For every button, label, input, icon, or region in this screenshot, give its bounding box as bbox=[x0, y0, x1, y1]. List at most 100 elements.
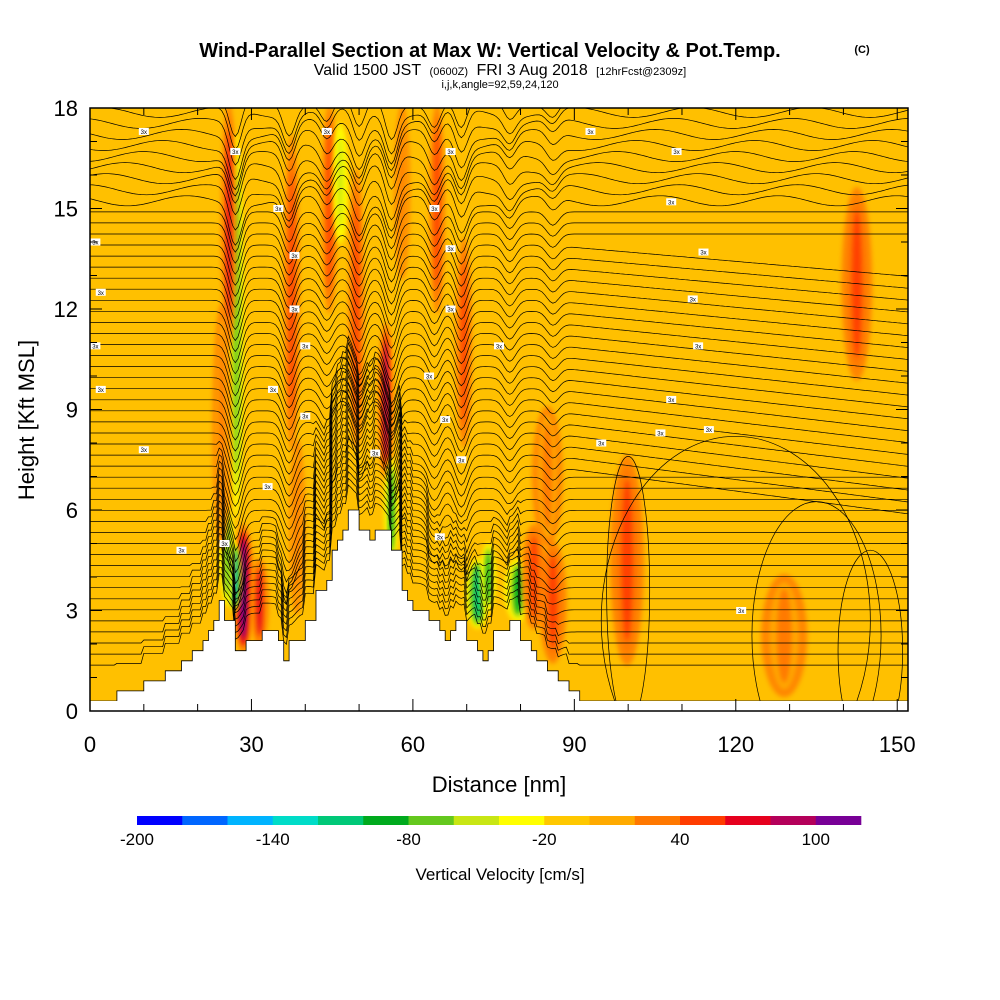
contour-label-bg bbox=[424, 372, 435, 380]
contour-label-bg bbox=[95, 385, 106, 393]
contour-label-text: 3x bbox=[178, 549, 184, 555]
contour-label-bg bbox=[219, 540, 230, 547]
colorbar-swatch bbox=[408, 816, 455, 825]
contour-label: 3x bbox=[666, 395, 677, 404]
isentrope-line bbox=[90, 366, 908, 408]
contour-label-text: 3x bbox=[496, 344, 502, 350]
y-tick-label: 12 bbox=[54, 297, 78, 322]
contour-label-text: 3x bbox=[668, 200, 674, 206]
contour-label: 3x bbox=[230, 148, 241, 156]
contour-label: 3x bbox=[585, 127, 596, 136]
colorbar-swatch bbox=[363, 816, 409, 825]
contour-label-text: 3x bbox=[458, 458, 464, 464]
velocity-core bbox=[256, 568, 263, 636]
y-tick-label: 3 bbox=[66, 599, 78, 624]
contour-label: 3x bbox=[445, 148, 456, 156]
colorbar-swatch bbox=[182, 816, 228, 825]
valid-utc: (0600Z) bbox=[430, 66, 469, 78]
colorbar-swatch bbox=[272, 816, 319, 825]
x-axis-title: Distance [nm] bbox=[432, 772, 567, 797]
isentrope-line bbox=[90, 173, 908, 221]
colorbar-swatch bbox=[137, 816, 183, 825]
y-tick-label: 6 bbox=[66, 498, 78, 523]
contour-label-bg bbox=[687, 295, 698, 303]
contour-label-bg bbox=[95, 288, 106, 296]
contour-label: 3x bbox=[456, 456, 467, 464]
section-params: i,j,k,angle=92,59,24,120 bbox=[441, 79, 558, 91]
velocity-core bbox=[289, 171, 295, 413]
contour-label-text: 3x bbox=[270, 388, 276, 394]
contour-label: 3x bbox=[596, 439, 607, 448]
velocity-feature bbox=[284, 133, 300, 451]
velocity-feature bbox=[348, 168, 365, 450]
isentrope-line bbox=[837, 549, 903, 711]
contour-label: 3x bbox=[671, 148, 682, 156]
isentrope-line bbox=[600, 436, 871, 711]
contour-label-text: 3x bbox=[447, 150, 453, 156]
velocity-core bbox=[776, 588, 792, 683]
isentrope-line bbox=[90, 129, 908, 181]
isentrope-line bbox=[90, 211, 908, 253]
contour-label-text: 3x bbox=[657, 431, 663, 437]
isentrope-line bbox=[90, 437, 908, 599]
y-tick-label: 9 bbox=[66, 398, 78, 423]
isentrope-line bbox=[224, 108, 561, 141]
contour-label: 3x bbox=[666, 198, 677, 206]
isentrope-line bbox=[90, 381, 908, 530]
velocity-core bbox=[621, 479, 633, 641]
contour-label-bg bbox=[300, 342, 311, 350]
contour-label-bg bbox=[321, 127, 332, 135]
isentrope-line bbox=[90, 374, 908, 519]
velocity-core bbox=[461, 262, 467, 423]
isentrope-line bbox=[90, 388, 908, 432]
x-tick-label: 90 bbox=[562, 732, 586, 757]
x-tick-label: 120 bbox=[717, 732, 754, 757]
colorbar-tick-label: -140 bbox=[256, 830, 290, 849]
isentrope-line bbox=[90, 341, 908, 467]
velocity-feature bbox=[761, 574, 808, 698]
contour-label: 3x bbox=[736, 607, 747, 615]
isentrope-line bbox=[90, 348, 908, 479]
colorbar-swatch bbox=[499, 816, 545, 825]
isentrope-line bbox=[90, 414, 908, 585]
isentrope-line bbox=[90, 266, 908, 308]
contour-label-text: 3x bbox=[92, 344, 98, 350]
contour-label-bg bbox=[445, 148, 456, 156]
contour-label-text: 3x bbox=[291, 308, 297, 314]
contour-label-text: 3x bbox=[706, 428, 712, 434]
contour-label-bg bbox=[370, 449, 381, 457]
contour-label-text: 3x bbox=[437, 535, 443, 541]
contour-label-text: 3x bbox=[264, 485, 270, 491]
colorbar-swatch bbox=[544, 816, 590, 825]
isentrope-line bbox=[90, 477, 908, 655]
contour-label-bg bbox=[698, 248, 709, 256]
isentrope-line bbox=[90, 444, 908, 606]
isentrope-line bbox=[751, 501, 882, 711]
contour-label-text: 3x bbox=[291, 254, 297, 260]
chart-title: Wind-Parallel Section at Max W: Vertical… bbox=[199, 40, 780, 62]
contour-label-text: 3x bbox=[598, 442, 604, 448]
contour-label-bg bbox=[90, 342, 101, 350]
y-tick-label: 0 bbox=[66, 699, 78, 724]
contour-label: 3x bbox=[693, 342, 704, 350]
contour-label-text: 3x bbox=[695, 344, 701, 350]
contour-label-text: 3x bbox=[447, 247, 453, 253]
colorbar-swatch bbox=[770, 816, 817, 825]
contour-label-bg bbox=[494, 342, 504, 350]
contour-label-text: 3x bbox=[302, 415, 308, 421]
contour-label-bg bbox=[693, 342, 704, 350]
contour-label: 3x bbox=[219, 540, 230, 548]
contour-label: 3x bbox=[445, 245, 456, 253]
velocity-core bbox=[337, 136, 343, 231]
terrain bbox=[90, 509, 908, 711]
contour-label-bg bbox=[300, 412, 311, 420]
contour-label: 3x bbox=[138, 446, 149, 454]
isentrope-line bbox=[90, 388, 908, 541]
colorbar-tick-label: 100 bbox=[802, 830, 830, 849]
contour-label: 3x bbox=[434, 533, 445, 541]
colorbar-tick-label: 40 bbox=[671, 830, 690, 849]
contour-label: 3x bbox=[494, 342, 504, 350]
contour-label-bg bbox=[262, 483, 273, 491]
y-axis: 0 3 6 9 12 15 18 bbox=[54, 96, 908, 724]
